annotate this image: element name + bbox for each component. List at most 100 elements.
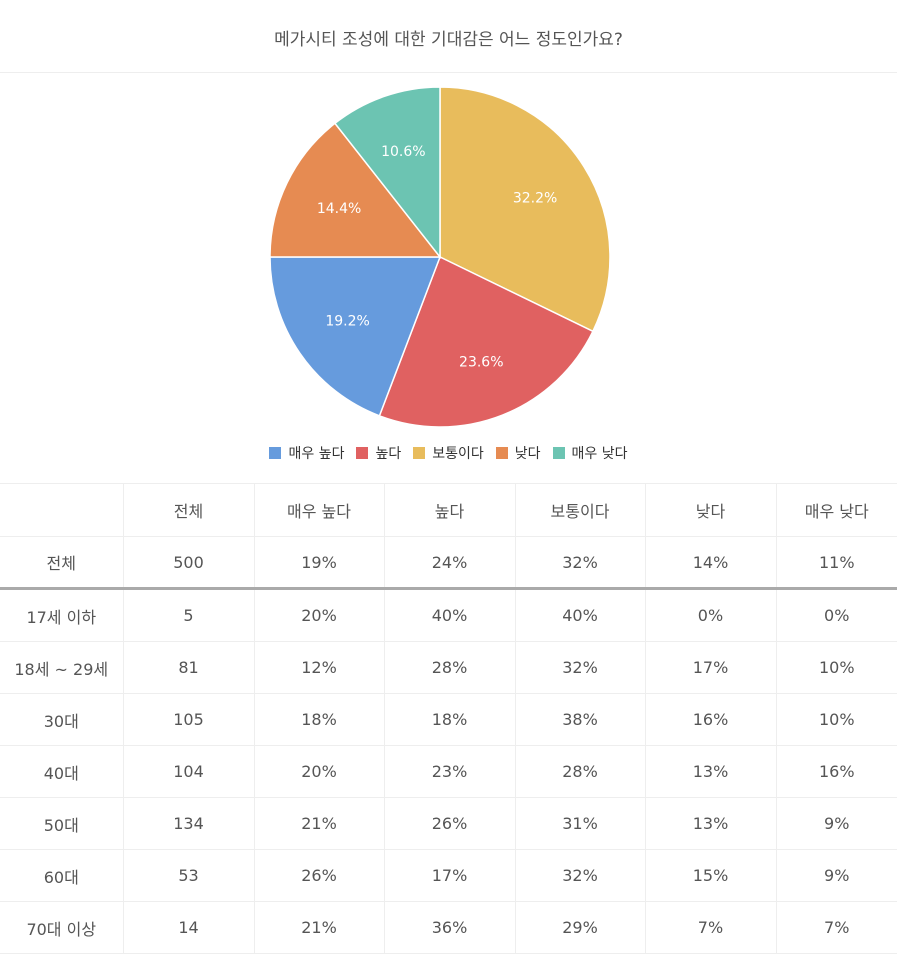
table-cell: 16% — [644, 693, 777, 746]
table-cell: 28% — [514, 745, 646, 798]
row-label: 50대 — [0, 797, 124, 850]
table-cell: 18% — [253, 693, 385, 746]
legend-item-very-high[interactable]: 매우 높다 — [269, 443, 344, 463]
table-cell: 28% — [383, 641, 516, 694]
pie-slice-2[interactable] — [269, 256, 442, 417]
row-label: 40대 — [0, 745, 124, 798]
legend-label: 보통이다 — [432, 446, 484, 462]
table-cell: 32% — [514, 641, 646, 694]
table-cell: 38% — [514, 693, 646, 746]
table-cell: 9% — [775, 849, 897, 902]
row-label: 17세 이하 — [0, 588, 124, 642]
table-cell: 17% — [383, 849, 516, 902]
table-cell: 20% — [253, 745, 385, 798]
table-cell: 26% — [253, 849, 385, 902]
table-cell: 17% — [644, 641, 777, 694]
row-label: 18세 ~ 29세 — [0, 641, 124, 694]
table-cell: 5 — [122, 588, 255, 642]
table-cell: 16% — [775, 745, 897, 798]
legend-item-low[interactable]: 낮다 — [495, 443, 541, 463]
header-cell: 매우 높다 — [253, 483, 385, 537]
table-cell: 15% — [644, 849, 777, 902]
table-cell: 10% — [775, 641, 897, 694]
table-row: 70대 이상 14 21% 36% 29% 7% 7% — [0, 901, 897, 954]
legend-item-very-low[interactable]: 매우 낮다 — [552, 443, 628, 463]
table-header-row: 전체 매우 높다 높다 보통이다 낮다 매우 낮다 — [0, 483, 897, 537]
chart-title: 메가시티 조성에 대한 기대감은 어느 정도인가요? — [0, 0, 897, 73]
table-cell: 81 — [122, 641, 255, 694]
table-cell: 23% — [383, 745, 516, 798]
table-cell: 40% — [383, 588, 516, 642]
table-cell: 20% — [253, 588, 385, 642]
table-cell: 29% — [514, 901, 646, 954]
pie-slice-3[interactable] — [269, 122, 442, 258]
table-cell: 0% — [644, 588, 777, 642]
legend-swatch — [413, 447, 426, 459]
table-row: 40대 104 20% 23% 28% 13% 16% — [0, 745, 897, 798]
table-cell: 24% — [383, 536, 516, 590]
table-row: 50대 134 21% 26% 31% 13% 9% — [0, 797, 897, 850]
table-cell: 14 — [122, 901, 255, 954]
table-cell: 134 — [122, 797, 255, 850]
legend-swatch — [356, 447, 369, 459]
table-cell: 104 — [122, 745, 255, 798]
legend-label: 높다 — [375, 446, 402, 462]
row-label: 전체 — [0, 536, 124, 590]
row-label: 30대 — [0, 693, 124, 746]
legend-label: 매우 높다 — [288, 446, 345, 462]
pie-slice-label-1: 23.6% — [459, 354, 503, 370]
table-row: 60대 53 26% 17% 32% 15% 9% — [0, 849, 897, 902]
table-cell: 13% — [644, 745, 777, 798]
legend-swatch — [552, 447, 565, 459]
pie-slice-label-3: 14.4% — [317, 201, 361, 217]
header-cell: 보통이다 — [514, 483, 646, 537]
header-cell: 낮다 — [644, 483, 777, 537]
table-cell: 14% — [644, 536, 777, 590]
header-cell: 높다 — [383, 483, 516, 537]
table-cell: 21% — [253, 797, 385, 850]
legend-swatch — [495, 447, 508, 459]
pie-slice-1[interactable] — [378, 255, 594, 428]
table-cell: 21% — [253, 901, 385, 954]
legend-item-neutral[interactable]: 보통이다 — [413, 443, 484, 463]
pie-slice-label-0: 32.2% — [513, 190, 557, 206]
table-row: 17세 이하 5 20% 40% 40% 0% 0% — [0, 588, 897, 642]
pie-chart: 32.2% 23.6% 19.2% 14.4% 10.6% — [269, 86, 611, 428]
table-cell: 10% — [775, 693, 897, 746]
legend-item-high[interactable]: 높다 — [356, 443, 401, 463]
pie-slice-4[interactable] — [333, 86, 441, 260]
legend-label: 낮다 — [514, 446, 541, 462]
header-cell — [0, 483, 124, 537]
table-cell: 7% — [775, 901, 897, 954]
table-cell: 500 — [122, 536, 255, 590]
table-cell: 12% — [253, 641, 385, 694]
legend-swatch — [269, 447, 282, 459]
pie-slice-label-4: 10.6% — [381, 144, 425, 160]
table-cell: 32% — [514, 849, 646, 902]
table-cell: 31% — [514, 797, 646, 850]
legend-label: 매우 낮다 — [571, 446, 628, 462]
table-row: 30대 105 18% 18% 38% 16% 10% — [0, 693, 897, 746]
table-cell: 32% — [514, 536, 646, 590]
results-table: 전체 매우 높다 높다 보통이다 낮다 매우 낮다 전체 500 19% 24%… — [0, 483, 897, 954]
header-cell: 매우 낮다 — [775, 483, 897, 537]
chart-legend: 매우 높다 높다 보통이다 낮다 매우 낮다 — [0, 440, 897, 466]
table-cell: 36% — [383, 901, 516, 954]
table-cell: 19% — [253, 536, 385, 590]
table-cell: 7% — [644, 901, 777, 954]
table-cell: 18% — [383, 693, 516, 746]
table-cell: 0% — [775, 588, 897, 642]
header-cell: 전체 — [122, 483, 255, 537]
row-label: 70대 이상 — [0, 901, 124, 954]
table-cell: 53 — [122, 849, 255, 902]
table-cell: 11% — [775, 536, 897, 590]
pie-slice-label-2: 19.2% — [325, 314, 369, 330]
pie-slice-0[interactable] — [439, 86, 611, 333]
table-cell: 13% — [644, 797, 777, 850]
table-cell: 26% — [383, 797, 516, 850]
table-cell: 40% — [514, 588, 646, 642]
table-cell: 105 — [122, 693, 255, 746]
row-label: 60대 — [0, 849, 124, 902]
table-cell: 9% — [775, 797, 897, 850]
table-row: 18세 ~ 29세 81 12% 28% 32% 17% 10% — [0, 641, 897, 694]
